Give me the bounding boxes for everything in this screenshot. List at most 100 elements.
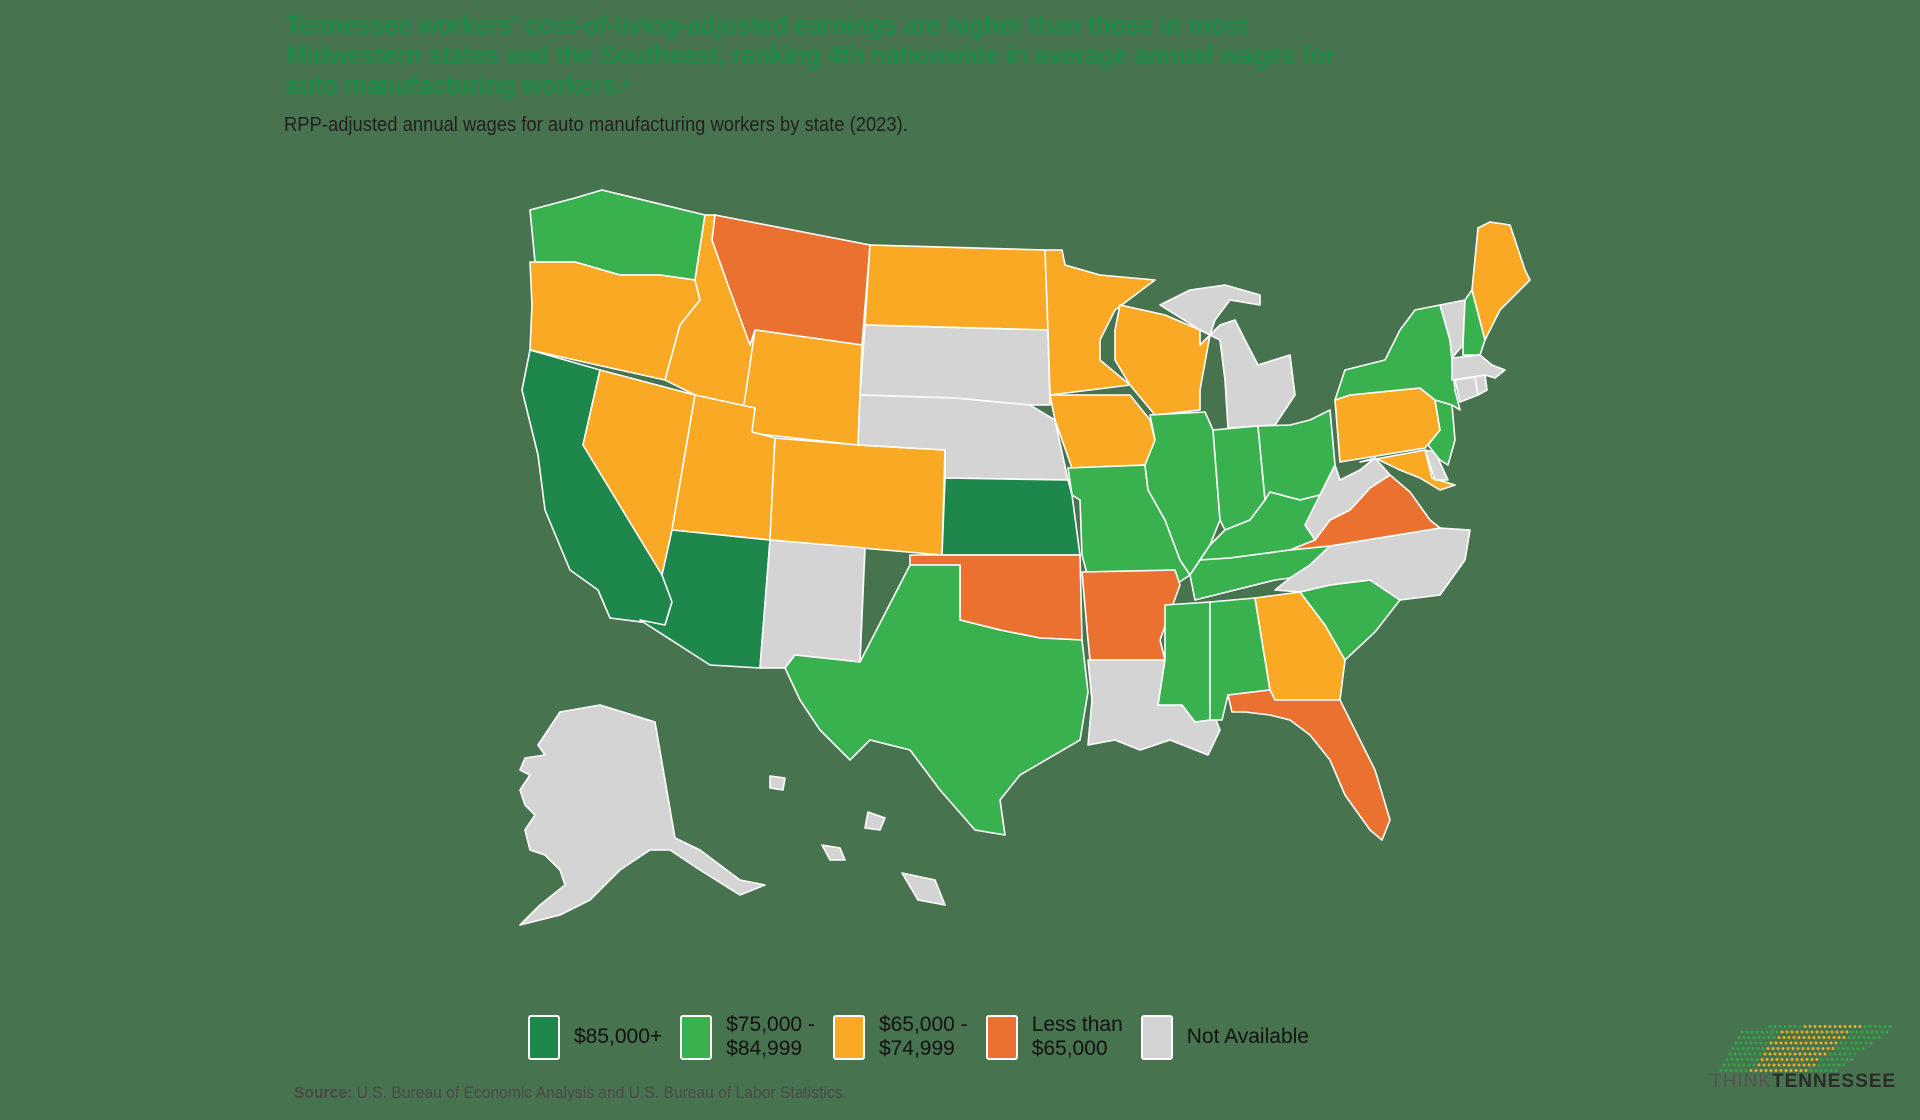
logo-dot	[1772, 1063, 1776, 1067]
logo-dot	[1740, 1030, 1744, 1034]
legend-item: Less than $65,000	[985, 1013, 1123, 1061]
state-ak	[519, 704, 766, 926]
logo-dot	[1755, 1058, 1759, 1061]
logo-dot	[1736, 1047, 1740, 1050]
logo-dot	[1805, 1058, 1809, 1061]
logo-dot	[1793, 1052, 1797, 1056]
logo-dot	[1784, 1041, 1788, 1045]
logo-dot	[1760, 1030, 1764, 1034]
logo-dot	[1782, 1063, 1786, 1067]
logo-dot	[1835, 1030, 1839, 1034]
legend-swatch	[832, 1014, 865, 1060]
logo-dot	[1764, 1041, 1768, 1045]
logo-dot	[1868, 1025, 1872, 1028]
logo-dot	[1773, 1052, 1777, 1056]
logo-dot	[1818, 1052, 1822, 1056]
legend-swatch	[528, 1014, 560, 1060]
logo-dot	[1788, 1025, 1792, 1028]
logo-dot	[1816, 1047, 1820, 1050]
logo-dot	[1800, 1058, 1804, 1061]
logo-dot	[1754, 1041, 1758, 1045]
logo-dot	[1795, 1058, 1799, 1061]
logo-dot	[1755, 1030, 1759, 1034]
logo-dot	[1809, 1041, 1813, 1045]
logo-dot	[1809, 1069, 1813, 1072]
state-ks	[941, 477, 1081, 556]
state-hi	[769, 775, 946, 906]
logo-dot	[1822, 1063, 1826, 1067]
logo-dot	[1840, 1030, 1844, 1034]
logo-dot	[1842, 1063, 1846, 1067]
logo-dot	[1814, 1041, 1818, 1045]
logo-dot	[1731, 1047, 1735, 1050]
logo-dot	[1845, 1058, 1849, 1061]
logo-dot	[1789, 1069, 1793, 1072]
logo-dot	[1807, 1063, 1811, 1067]
logo-dot	[1750, 1030, 1754, 1034]
chart-subtitle: RPP-adjusted annual wages for auto manuf…	[284, 114, 908, 136]
logo-dot	[1754, 1069, 1758, 1072]
logo-dot	[1757, 1063, 1761, 1067]
logo-dot	[1818, 1025, 1822, 1028]
logo-dot	[1814, 1069, 1818, 1072]
logo-dot	[1837, 1036, 1841, 1039]
logo-dot	[1792, 1036, 1796, 1039]
logo-dot	[1781, 1047, 1785, 1050]
source-note: Source: U.S. Bureau of Economic Analysis…	[294, 1083, 847, 1103]
state-wy	[739, 329, 863, 446]
logo-dot	[1838, 1052, 1842, 1056]
logo-think: THINK	[1710, 1071, 1772, 1092]
logo-dot	[1811, 1047, 1815, 1050]
logo-dot	[1735, 1058, 1739, 1061]
logo-dot	[1863, 1025, 1867, 1028]
logo-dot	[1784, 1069, 1788, 1072]
logo-dot	[1742, 1036, 1746, 1039]
legend-swatch	[1140, 1014, 1173, 1060]
logo-dot	[1835, 1058, 1839, 1061]
logo-dot	[1815, 1030, 1819, 1034]
logo-dot	[1885, 1030, 1889, 1034]
chart-title-text: Tennessee workers' cost-of-living-adjust…	[286, 10, 1335, 100]
logo-dot	[1820, 1058, 1824, 1061]
logo-dot	[1727, 1063, 1731, 1067]
logo-dot	[1733, 1052, 1737, 1056]
logo-dot	[1719, 1069, 1723, 1072]
logo-dot	[1821, 1047, 1825, 1050]
logo-dot	[1766, 1047, 1770, 1050]
logo-dot	[1775, 1058, 1779, 1061]
logo-dot	[1749, 1041, 1753, 1045]
logo-dot	[1769, 1069, 1773, 1072]
state-nd	[864, 244, 1049, 331]
logo-dot	[1864, 1041, 1868, 1045]
logo-dot	[1730, 1058, 1734, 1061]
logo-dot	[1743, 1052, 1747, 1056]
logo-dot	[1729, 1069, 1733, 1072]
logo-dot	[1812, 1036, 1816, 1039]
logo-dot	[1782, 1036, 1786, 1039]
logo-dot	[1813, 1052, 1817, 1056]
logo-dot	[1856, 1047, 1860, 1050]
logo-dot	[1820, 1030, 1824, 1034]
legend-swatch	[680, 1014, 713, 1060]
logo-dot	[1777, 1036, 1781, 1039]
logo-dot	[1775, 1030, 1779, 1034]
legend-label: $75,000 - $84,999	[726, 1013, 815, 1060]
legend-label: Not Available	[1186, 1025, 1309, 1048]
state-vt	[1439, 299, 1466, 359]
logo-dot	[1810, 1030, 1814, 1034]
logo-dot	[1804, 1069, 1808, 1072]
logo-dot	[1828, 1052, 1832, 1056]
logo-dot	[1748, 1052, 1752, 1056]
source-text: U.S. Bureau of Economic Analysis and U.S…	[352, 1083, 847, 1102]
logo-dot	[1728, 1052, 1732, 1056]
logo-dot	[1745, 1058, 1749, 1061]
logo-dot	[1734, 1069, 1738, 1072]
logo-dot	[1808, 1025, 1812, 1028]
logo-dot	[1765, 1030, 1769, 1034]
think-tennessee-logo-icon	[1719, 1025, 1892, 1072]
logo-dot	[1790, 1058, 1794, 1061]
logo-dot	[1869, 1041, 1873, 1045]
logo-tennessee: TENNESSEE	[1772, 1071, 1897, 1092]
logo-dot	[1840, 1058, 1844, 1061]
logo-dot	[1855, 1030, 1859, 1034]
